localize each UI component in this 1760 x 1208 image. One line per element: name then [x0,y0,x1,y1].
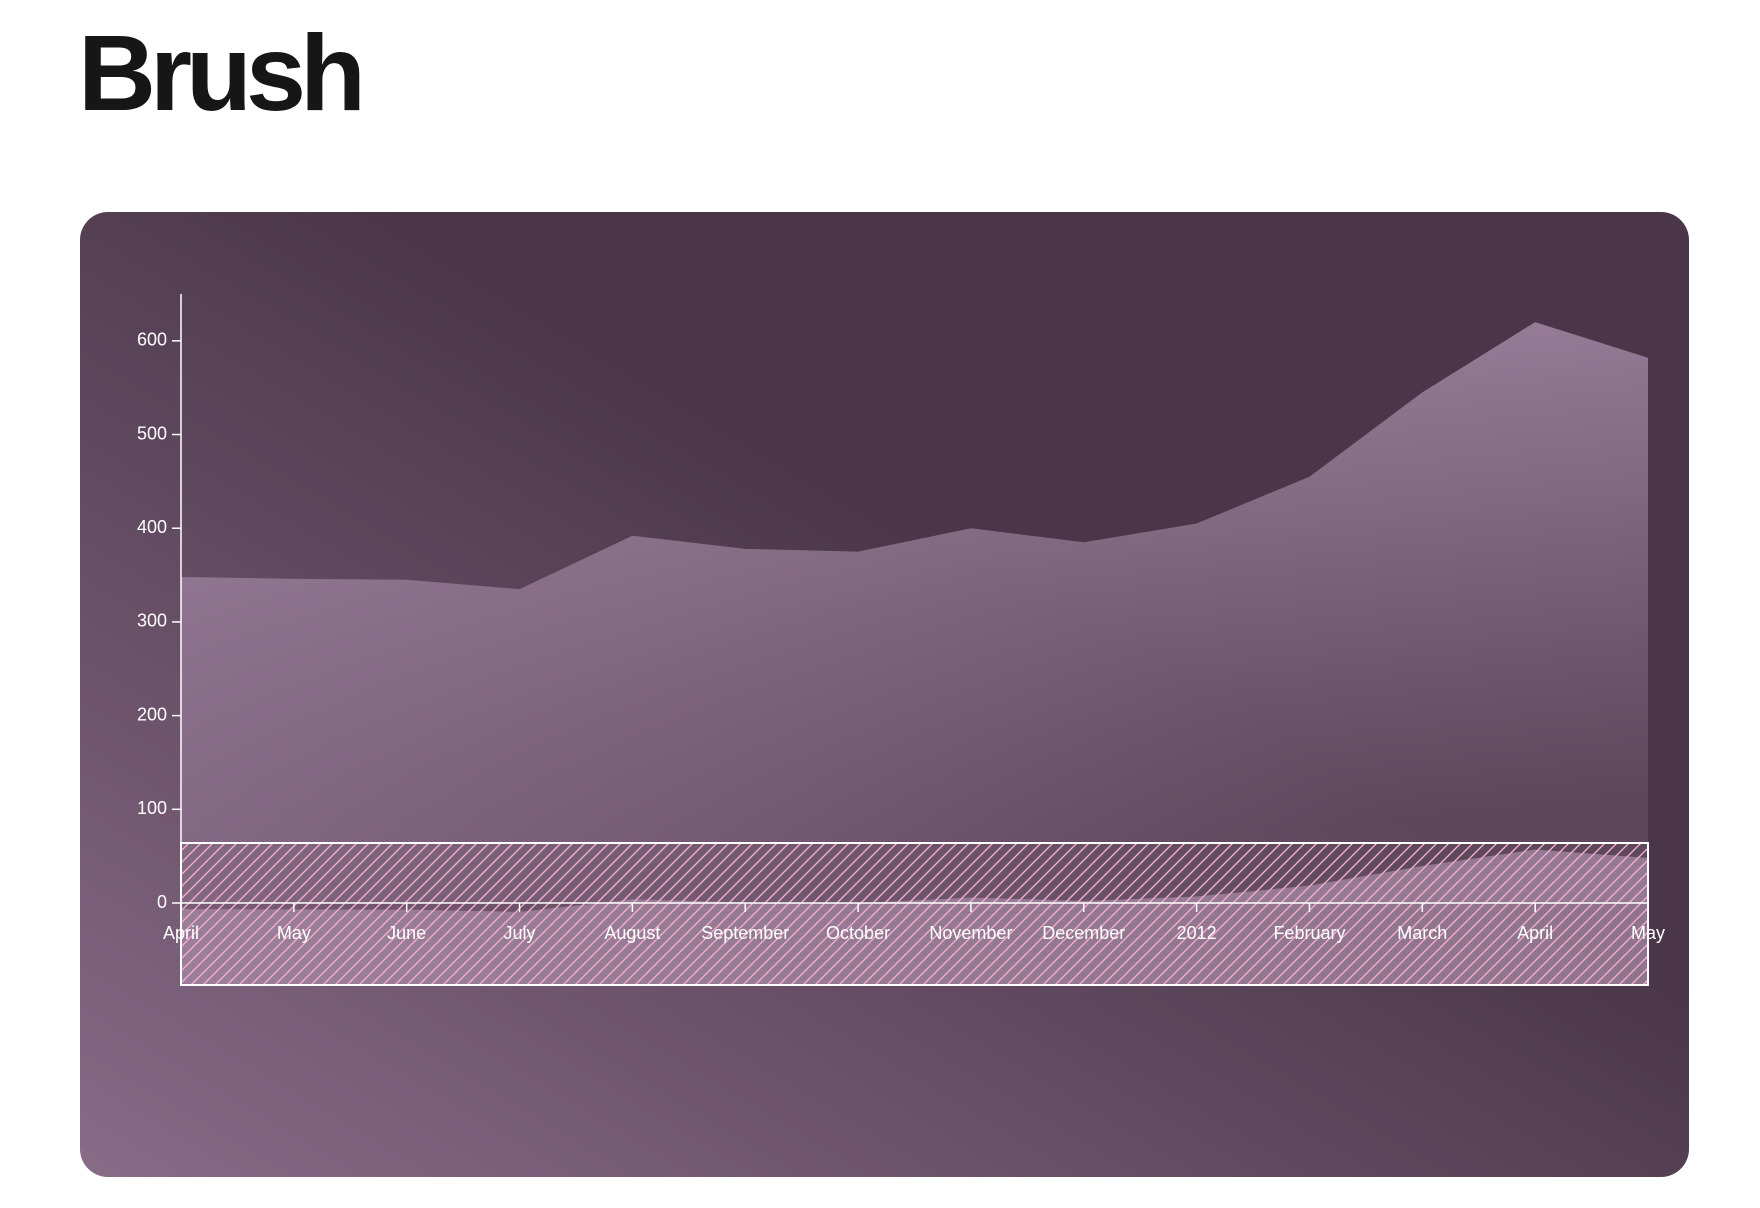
x-tick-label: October [826,923,890,943]
y-tick-label: 500 [137,423,167,443]
y-tick-label: 600 [137,330,167,350]
x-tick-label: July [504,923,536,943]
page-title: Brush [78,12,366,133]
x-tick-label: August [604,923,660,943]
x-tick-label: February [1273,923,1345,943]
x-tick-label: April [163,923,199,943]
x-tick-label: September [701,923,789,943]
y-tick-label: 0 [157,892,167,912]
y-tick-label: 200 [137,704,167,724]
x-tick-label: June [387,923,426,943]
brush-selection[interactable] [180,842,1649,986]
area [181,322,1648,904]
x-tick-label: December [1042,923,1125,943]
x-tick-label: May [277,923,311,943]
y-tick-label: 100 [137,798,167,818]
x-tick-label: April [1517,923,1553,943]
x-tick-label: March [1397,923,1447,943]
y-tick-label: 400 [137,517,167,537]
y-tick-label: 300 [137,611,167,631]
x-tick-label: May [1631,923,1665,943]
x-tick-label: 2012 [1177,923,1217,943]
x-tick-label: November [929,923,1012,943]
